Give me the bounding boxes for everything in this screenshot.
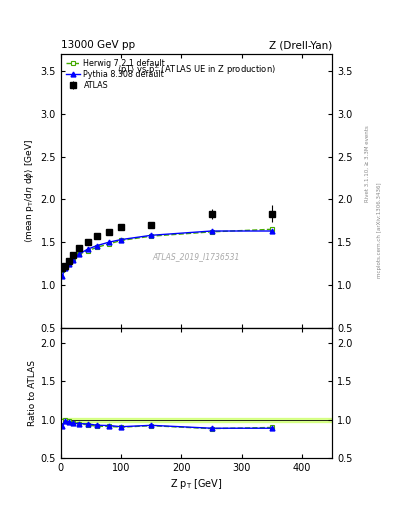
- Pythia 8.308 default: [63, 265, 68, 271]
- Pythia 8.308 default: [77, 251, 81, 257]
- Herwig 7.2.1 default: [63, 263, 68, 269]
- Y-axis label: $\langle$mean p$_{\rm T}$/d$\eta$ d$\phi\rangle$ [GeV]: $\langle$mean p$_{\rm T}$/d$\eta$ d$\phi…: [24, 139, 37, 243]
- Text: Rivet 3.1.10, ≥ 3.3M events: Rivet 3.1.10, ≥ 3.3M events: [365, 125, 370, 202]
- Herwig 7.2.1 default: [86, 248, 90, 254]
- Line: Herwig 7.2.1 default: Herwig 7.2.1 default: [60, 227, 274, 272]
- Text: ATLAS_2019_I1736531: ATLAS_2019_I1736531: [153, 252, 240, 261]
- Bar: [61, 418, 332, 422]
- Pythia 8.308 default: [149, 232, 154, 239]
- Herwig 7.2.1 default: [66, 260, 71, 266]
- X-axis label: Z p$_{\rm T}$ [GeV]: Z p$_{\rm T}$ [GeV]: [170, 477, 223, 492]
- Herwig 7.2.1 default: [60, 266, 64, 272]
- Pythia 8.308 default: [270, 228, 274, 234]
- Legend: Herwig 7.2.1 default, Pythia 8.308 default, ATLAS: Herwig 7.2.1 default, Pythia 8.308 defau…: [64, 57, 167, 91]
- Text: $\langle$pT$\rangle$ vs p$_{\rm T}^{\rm Z}$ (ATLAS UE in Z production): $\langle$pT$\rangle$ vs p$_{\rm T}^{\rm …: [117, 62, 276, 77]
- Line: Pythia 8.308 default: Pythia 8.308 default: [60, 228, 274, 279]
- Herwig 7.2.1 default: [119, 238, 123, 244]
- Pythia 8.308 default: [60, 273, 64, 280]
- Pythia 8.308 default: [209, 228, 214, 234]
- Herwig 7.2.1 default: [107, 241, 112, 247]
- Y-axis label: Ratio to ATLAS: Ratio to ATLAS: [28, 360, 37, 426]
- Text: Z (Drell-Yan): Z (Drell-Yan): [269, 40, 332, 50]
- Herwig 7.2.1 default: [209, 229, 214, 235]
- Pythia 8.308 default: [66, 261, 71, 267]
- Pythia 8.308 default: [107, 239, 112, 245]
- Herwig 7.2.1 default: [270, 226, 274, 232]
- Pythia 8.308 default: [119, 237, 123, 243]
- Herwig 7.2.1 default: [95, 244, 99, 250]
- Pythia 8.308 default: [71, 257, 75, 263]
- Herwig 7.2.1 default: [77, 251, 81, 257]
- Text: 13000 GeV pp: 13000 GeV pp: [61, 40, 135, 50]
- Pythia 8.308 default: [95, 243, 99, 249]
- Pythia 8.308 default: [86, 246, 90, 252]
- Herwig 7.2.1 default: [71, 256, 75, 262]
- Text: mcplots.cern.ch [arXiv:1306.3436]: mcplots.cern.ch [arXiv:1306.3436]: [377, 183, 382, 278]
- Herwig 7.2.1 default: [149, 233, 154, 239]
